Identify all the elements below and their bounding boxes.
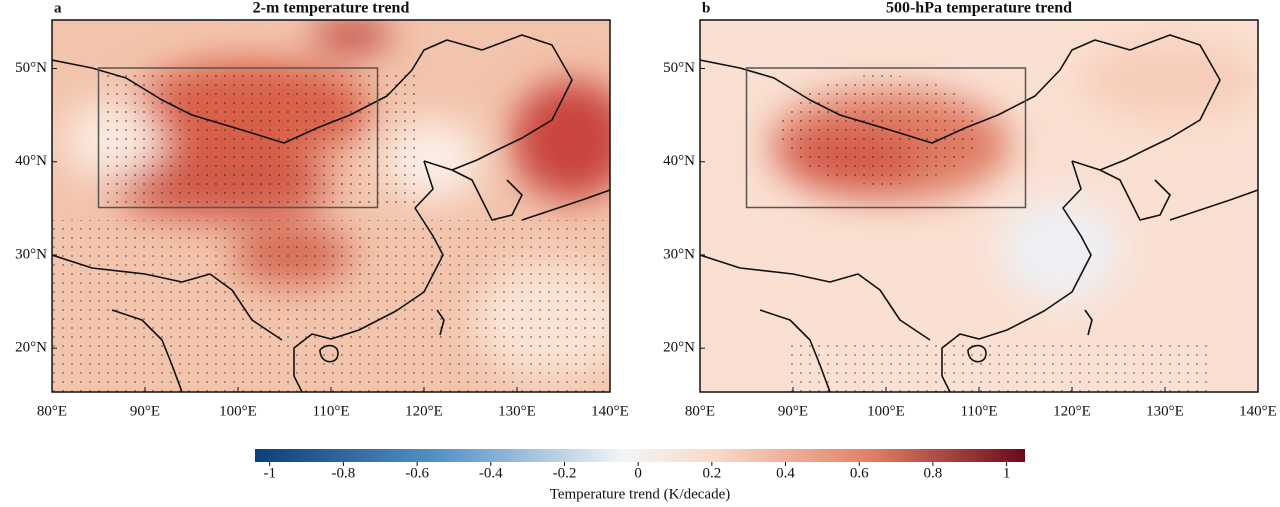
colorbar-tick-label: -0.6 — [405, 465, 429, 481]
map-panel-a — [51, 19, 611, 393]
colorbar-tick-label: -1 — [263, 465, 276, 481]
x-tick-label: 100°E — [219, 403, 257, 419]
colorbar-tick-label: -0.8 — [332, 465, 356, 481]
x-tick-label: 130°E — [498, 403, 536, 419]
x-tick-label: 120°E — [1053, 403, 1091, 419]
panel-label: a — [54, 0, 62, 16]
x-tick-label: 90°E — [130, 403, 160, 419]
x-tick-label: 110°E — [960, 403, 997, 419]
y-tick-label: 40°N — [663, 153, 695, 169]
colorbar-tick-label: 0.2 — [702, 465, 721, 481]
y-tick-label: 50°N — [15, 60, 47, 76]
x-tick-label: 90°E — [778, 403, 808, 419]
map-panel-b — [699, 19, 1259, 393]
colorbar-tick-label: -0.4 — [479, 465, 503, 481]
x-tick-label: 80°E — [685, 403, 715, 419]
colorbar — [255, 449, 1025, 462]
x-tick-label: 80°E — [37, 403, 67, 419]
y-tick-label: 20°N — [663, 340, 695, 356]
x-tick-label: 120°E — [405, 403, 443, 419]
colorbar-tick-label: -0.2 — [553, 465, 577, 481]
y-tick-label: 40°N — [15, 153, 47, 169]
y-tick-label: 20°N — [15, 340, 47, 356]
colorbar-tick-label: 0.4 — [776, 465, 795, 481]
y-tick-label: 30°N — [663, 246, 695, 262]
y-tick-label: 30°N — [15, 246, 47, 262]
x-tick-label: 140°E — [591, 403, 629, 419]
x-tick-label: 110°E — [312, 403, 349, 419]
colorbar-tick-label: 1 — [1003, 465, 1011, 481]
colorbar-tick-label: 0.8 — [924, 465, 943, 481]
panel-title: 2-m temperature trend — [253, 0, 410, 17]
x-tick-label: 130°E — [1146, 403, 1184, 419]
x-tick-label: 140°E — [1239, 403, 1277, 419]
colorbar-tick-label: 0.6 — [850, 465, 869, 481]
y-tick-label: 50°N — [663, 60, 695, 76]
colorbar-label: Temperature trend (K/decade) — [550, 486, 731, 502]
x-tick-label: 100°E — [867, 403, 905, 419]
panel-label: b — [702, 0, 710, 16]
colorbar-tick-label: 0 — [634, 465, 642, 481]
panel-title: 500-hPa temperature trend — [886, 0, 1072, 17]
